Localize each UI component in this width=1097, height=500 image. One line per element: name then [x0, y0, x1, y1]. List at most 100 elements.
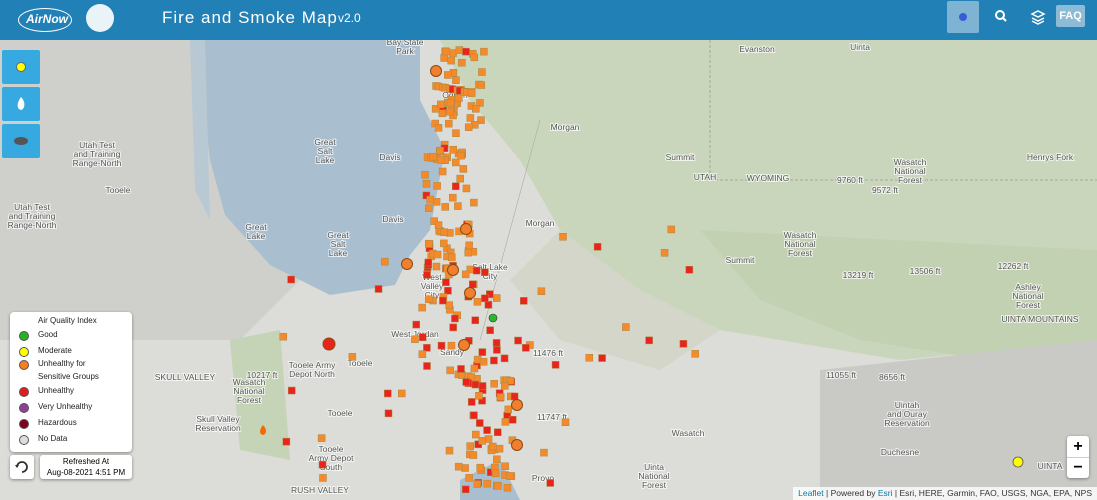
map-label-line: Sandy: [440, 347, 465, 357]
smoke-layer-button[interactable]: [2, 124, 40, 158]
sensor-marker: [483, 426, 491, 434]
map-label: Sandy: [440, 347, 465, 357]
sensor-marker: [432, 262, 441, 271]
map-label-line: Uintah: [895, 400, 920, 410]
fire-layer-button[interactable]: [2, 87, 40, 121]
map-label: Wasatch: [672, 428, 705, 438]
forest-area: [230, 330, 290, 460]
refresh-button[interactable]: [10, 455, 34, 479]
legend-swatch: [19, 435, 29, 445]
sensor-circle: [511, 439, 523, 451]
legend-item: Unhealthy for Sensitive Groups: [38, 359, 99, 381]
sensor-marker: [431, 105, 440, 113]
map-label: Uintah and Ouray Reservation: [884, 400, 930, 428]
sensor-marker: [559, 233, 567, 241]
sensor-marker: [478, 382, 487, 390]
sensor-marker: [551, 361, 560, 369]
sensor-marker: [438, 109, 447, 118]
sensor-marker: [495, 444, 504, 453]
zoom-control: + −: [1067, 436, 1089, 478]
sensor-marker: [441, 203, 449, 211]
search-button[interactable]: [985, 1, 1017, 33]
sensor-marker: [459, 165, 468, 173]
map-label-line: National: [894, 166, 925, 176]
sensor-marker: [282, 437, 291, 446]
sensor-toggle[interactable]: [947, 1, 979, 33]
sensor-marker: [384, 409, 393, 418]
map-label: 11055 ft: [826, 370, 857, 380]
map-label: Davis: [382, 214, 403, 224]
sensor-marker: [447, 341, 456, 350]
sensor-marker: [470, 411, 478, 420]
sensor-marker: [279, 332, 288, 341]
zoom-in[interactable]: +: [1067, 436, 1089, 458]
sensor-marker: [461, 464, 469, 472]
legend-item: Good: [38, 330, 58, 339]
map-label-line: 13219 ft: [843, 270, 874, 280]
map-label-line: RUSH VALLEY: [291, 485, 349, 495]
sensor-marker: [287, 386, 296, 395]
sensor-marker: [429, 152, 438, 161]
sensor-marker: [454, 202, 462, 210]
map-label: Davis: [379, 152, 400, 162]
map-label-line: Ashley: [1015, 282, 1041, 292]
sensor-marker: [445, 301, 453, 309]
map-label-line: Range-North: [8, 220, 57, 230]
sensor-marker: [451, 314, 459, 323]
map-label-line: Utah Test: [79, 140, 115, 150]
sensor-marker: [457, 151, 465, 160]
sensor-marker: [423, 362, 431, 370]
layers-button[interactable]: [1022, 1, 1054, 33]
map-label-line: UINTA MOUNTAINS: [1001, 314, 1078, 324]
sensor-marker: [546, 479, 554, 487]
valley: [510, 230, 720, 370]
sensor-circle: [447, 264, 459, 276]
sensor-marker: [488, 442, 497, 451]
map-label: Summit: [666, 152, 695, 162]
sensor-marker: [456, 174, 464, 183]
map-label-line: Forest: [898, 175, 923, 185]
faq-button[interactable]: FAQ: [1056, 5, 1085, 27]
sensor-marker: [444, 71, 452, 79]
sensor-marker: [440, 228, 448, 236]
legend-swatch: [19, 387, 29, 397]
map-label-line: Bay State: [387, 40, 424, 47]
header: AirNow Fire and Smoke Map v2.0 FAQ: [0, 0, 1097, 40]
zoom-out[interactable]: −: [1073, 459, 1083, 476]
map-label-line: 9760 ft: [837, 175, 864, 185]
legend-item: No Data: [38, 434, 68, 443]
refresh-time: Aug-08-2021 4:51 PM: [46, 468, 126, 477]
leaflet-link[interactable]: Leaflet: [798, 488, 824, 498]
sensor-circle: [1012, 456, 1024, 468]
map-label-line: Wasatch: [784, 230, 817, 240]
sensor-marker: [436, 156, 445, 164]
sensor-marker: [484, 301, 493, 309]
map-label-line: Summit: [726, 255, 755, 265]
map-label-line: 11476 ft: [533, 348, 564, 358]
map-label-line: Salt Lake: [472, 262, 508, 272]
map-label: UINTA: [1038, 461, 1063, 471]
esri-link[interactable]: Esri: [877, 488, 893, 498]
sensor-marker: [437, 341, 446, 350]
map-label-line: Reservation: [884, 418, 930, 428]
map-label-line: Henrys Fork: [1027, 152, 1074, 162]
map-label-line: 12262 ft: [998, 261, 1029, 271]
map-label-line: Tooele: [327, 408, 352, 418]
sensor-marker: [494, 482, 502, 490]
map-label-line: Lake: [247, 231, 266, 241]
sensor-marker: [504, 405, 513, 414]
sensor-marker: [348, 353, 357, 361]
map-label: 9760 ft: [837, 175, 864, 185]
sensor-marker: [426, 195, 434, 204]
reservation: [820, 340, 1097, 500]
map-label-line: 11055 ft: [826, 370, 857, 380]
attribution-sources: | Esri, HERE, Garmin, FAO, USGS, NGA, EP…: [894, 488, 1092, 498]
map-label: Uinta National Forest: [638, 462, 669, 490]
sensor-layer-button[interactable]: [2, 50, 40, 84]
sensor-marker: [418, 333, 427, 341]
sensor-circle: [322, 337, 336, 351]
sensor-marker: [430, 217, 438, 225]
sensor-marker: [423, 344, 431, 352]
sensor-marker: [481, 268, 489, 276]
sensor-marker: [493, 294, 501, 302]
